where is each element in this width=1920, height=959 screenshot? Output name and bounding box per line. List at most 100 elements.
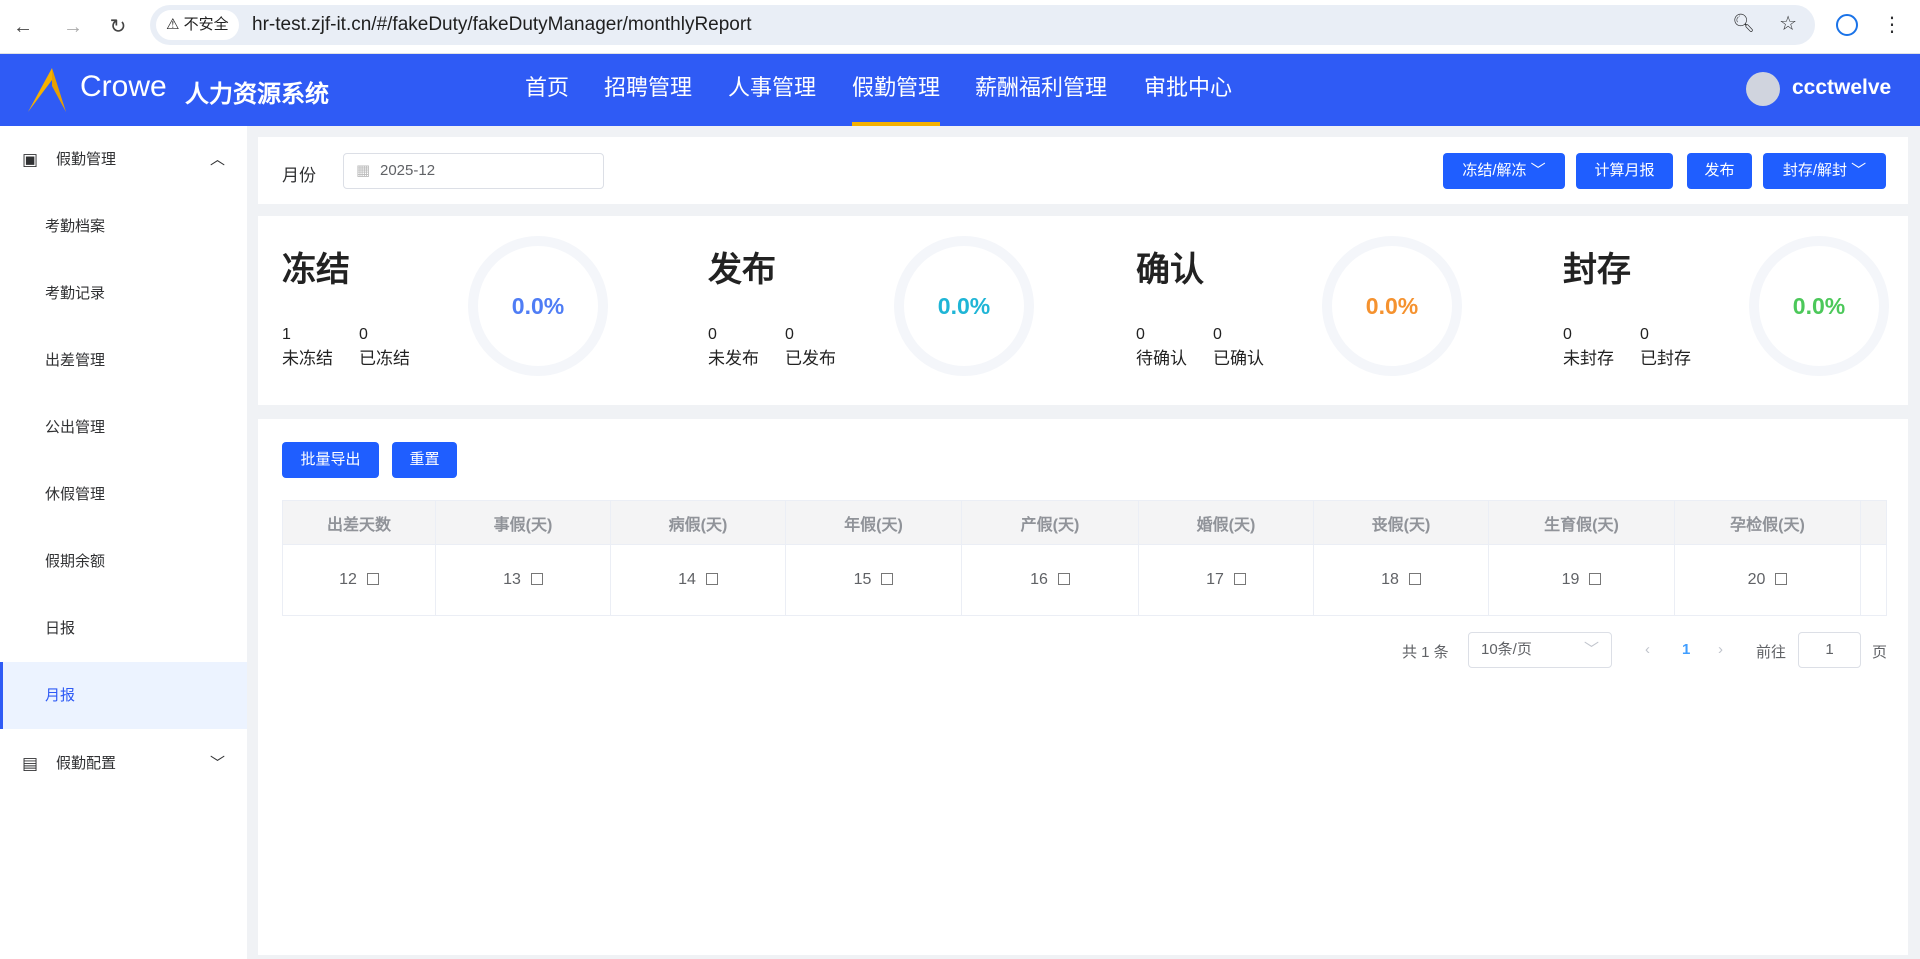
stat-block: 冻结 1 未冻结 0 已冻结 0.0% [282, 216, 702, 405]
avatar[interactable] [1746, 72, 1780, 106]
url-text[interactable]: hr-test.zjf-it.cn/#/fakeDuty/fakeDutyMan… [252, 14, 752, 35]
column-header: 生育假(天) [1488, 500, 1675, 545]
edit-icon[interactable] [881, 573, 894, 585]
calendar-icon: ▦ [356, 162, 371, 179]
nav-attendance[interactable]: 假勤管理 [852, 54, 941, 126]
insecure-label: 不安全 [183, 16, 229, 33]
prev-page-icon[interactable]: ‹ [1645, 641, 1650, 658]
chevron-down-icon: ﹀ [1530, 162, 1546, 179]
username[interactable]: ccctwelve [1792, 76, 1892, 99]
insecure-badge[interactable]: ⚠ 不安全 [156, 10, 239, 40]
column-header: 病假(天) [610, 500, 786, 545]
edit-icon[interactable] [1233, 573, 1246, 585]
nav-home[interactable]: 首页 [525, 75, 570, 100]
chevron-up-icon: ︿ [210, 151, 226, 168]
edit-icon[interactable] [1589, 573, 1602, 585]
brand-name: Crowe [80, 70, 167, 103]
edit-icon[interactable] [1057, 573, 1070, 585]
sidebar-item-leave[interactable]: 休假管理 [45, 486, 106, 503]
column-header: 年假(天) [785, 500, 962, 545]
column-header: 事假(天) [435, 500, 611, 545]
goto-label: 前往 [1756, 644, 1787, 661]
column-header: 出差天数 [282, 500, 436, 545]
batch-export-button[interactable]: 批量导出 [282, 442, 379, 478]
archive-dropdown-button[interactable]: 封存/解封 ﹀ [1763, 153, 1886, 189]
sidebar-item-records[interactable]: 考勤记录 [45, 285, 106, 302]
sidebar-group-attendance[interactable]: ▣ 假勤管理 ︿ [0, 126, 247, 193]
stat-label-a: 未冻结 [282, 349, 333, 368]
stat-value-b: 0 [359, 326, 368, 343]
cell-value: 17 [1206, 571, 1224, 588]
sidebar-group-config[interactable]: ▤ 假勤配置 ﹀ [0, 730, 247, 797]
menu-icon[interactable]: ⋮ [1882, 14, 1902, 36]
nav-recruit[interactable]: 招聘管理 [604, 75, 693, 100]
back-icon[interactable]: ← [13, 16, 33, 38]
stat-title: 确认 [1136, 251, 1204, 289]
stat-label-b: 已确认 [1213, 349, 1264, 368]
zoom-icon[interactable]: 🔍︎ [1732, 13, 1755, 33]
nav-approval[interactable]: 审批中心 [1144, 75, 1233, 100]
stat-label-b: 已发布 [785, 349, 836, 368]
stat-value-a: 1 [282, 326, 291, 343]
page-1[interactable]: 1 [1682, 641, 1691, 658]
stat-label-a: 未封存 [1563, 349, 1614, 368]
cell-value: 15 [853, 571, 872, 588]
crowe-logo-icon [28, 68, 66, 112]
forward-icon[interactable]: → [63, 16, 83, 38]
reset-button[interactable]: 重置 [392, 442, 457, 478]
cell-value: 19 [1561, 571, 1580, 588]
table-body: 12 13 14 15 16 17 18 19 20 [282, 544, 1887, 616]
month-picker[interactable]: ▦ 2025-12 [343, 153, 604, 189]
edit-icon[interactable] [705, 573, 718, 585]
stat-value-a: 0 [1563, 326, 1572, 343]
stat-title: 封存 [1563, 251, 1631, 289]
page-size-select[interactable]: 10条/页 ﹀ [1468, 632, 1612, 668]
stat-label-b: 已封存 [1640, 349, 1691, 368]
reload-icon[interactable]: ↻ [109, 16, 127, 38]
sidebar-item-balance[interactable]: 假期余额 [45, 553, 106, 570]
archive-label: 封存/解封 [1782, 162, 1847, 179]
pagination: 共 1 条 10条/页 ﹀ ‹ 1 › 前往 1 页 [1402, 632, 1902, 668]
progress-ring: 0.0% [1749, 236, 1889, 376]
table-cell: 14 [610, 544, 786, 616]
monthly-report-table: 出差天数 事假(天) 病假(天) 年假(天) 产假(天) 婚假(天) 丧假(天) 生育假(天)… [282, 500, 1887, 616]
freeze-dropdown-button[interactable]: 冻结/解冻 ﹀ [1443, 153, 1565, 189]
month-label: 月份 [282, 166, 316, 185]
table-cell: 16 [961, 544, 1139, 616]
nav-personnel[interactable]: 人事管理 [728, 75, 817, 100]
stat-block: 发布 0 未发布 0 已发布 0.0% [708, 216, 1128, 405]
publish-button[interactable]: 发布 [1687, 153, 1752, 189]
column-header [1860, 500, 1887, 545]
address-bar[interactable]: ⚠ 不安全 hr-test.zjf-it.cn/#/fakeDuty/fakeD… [150, 5, 1815, 45]
nav-salary[interactable]: 薪酬福利管理 [975, 75, 1108, 100]
table-cell: 20 [1674, 544, 1861, 616]
sidebar-item-archive[interactable]: 考勤档案 [45, 218, 106, 235]
cell-value: 20 [1747, 571, 1766, 588]
table-cell: 17 [1138, 544, 1314, 616]
sidebar-item-monthly[interactable]: 月报 [0, 662, 247, 729]
goto-page-input[interactable]: 1 [1798, 632, 1861, 668]
sidebar-item-daily[interactable]: 日报 [45, 620, 76, 637]
stat-value-a: 0 [1136, 326, 1145, 343]
stat-value-b: 0 [1640, 326, 1649, 343]
sidebar-item-business[interactable]: 公出管理 [45, 419, 106, 436]
next-page-icon[interactable]: › [1718, 641, 1723, 658]
edit-icon[interactable] [530, 573, 543, 585]
progress-ring: 0.0% [468, 236, 608, 376]
edit-icon[interactable] [366, 573, 379, 585]
column-header: 婚假(天) [1138, 500, 1314, 545]
edit-icon[interactable] [1775, 573, 1788, 585]
column-header: 产假(天) [961, 500, 1139, 545]
progress-ring: 0.0% [1322, 236, 1462, 376]
stat-value-b: 0 [785, 326, 794, 343]
calc-monthly-button[interactable]: 计算月报 [1576, 153, 1673, 189]
sidebar-item-trip[interactable]: 出差管理 [45, 352, 106, 369]
profile-icon[interactable] [1836, 14, 1858, 36]
table-cell: 19 [1488, 544, 1675, 616]
table-cell: 15 [785, 544, 962, 616]
edit-icon[interactable] [1408, 573, 1421, 585]
stat-label-a: 未发布 [708, 349, 759, 368]
star-icon[interactable]: ☆ [1779, 13, 1797, 35]
stat-label-b: 已冻结 [359, 349, 410, 368]
stats-card: 冻结 1 未冻结 0 已冻结 0.0% 发布 0 未发布 0 已发布 0.0% 确认… [258, 216, 1908, 405]
